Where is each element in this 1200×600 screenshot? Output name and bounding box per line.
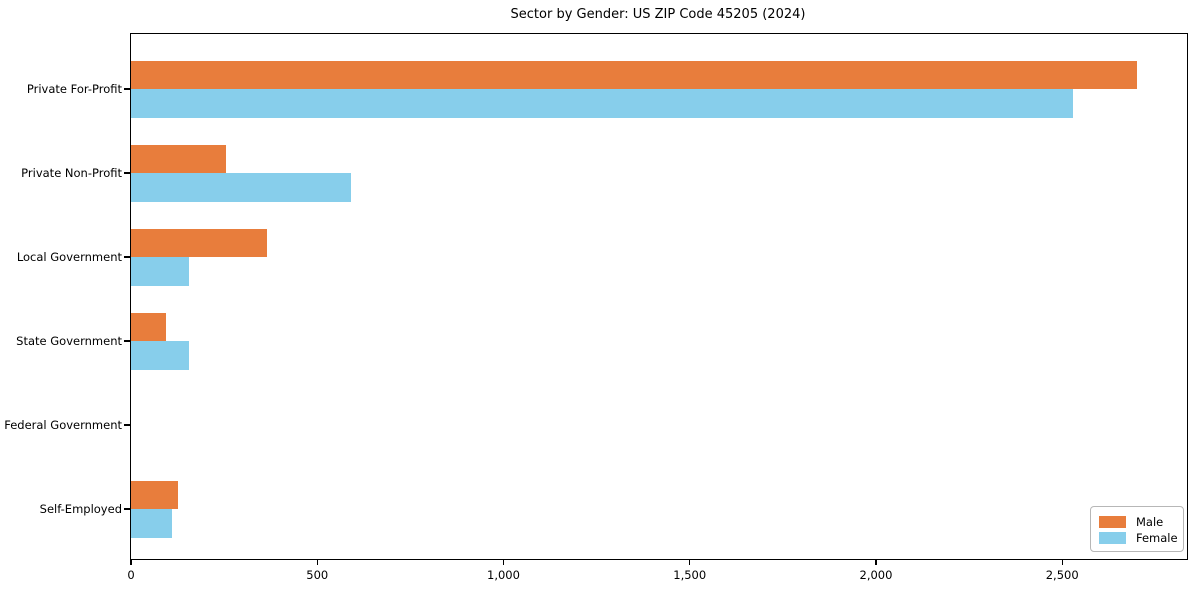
- legend-item-female: Female: [1099, 530, 1178, 546]
- x-tick-1500: [689, 560, 691, 565]
- category-label-private-for-profit: Private For-Profit: [26, 82, 122, 96]
- bar-female-self-employed: [131, 509, 172, 538]
- x-tick-2000: [875, 560, 877, 565]
- y-tick-federal-government: [124, 424, 130, 426]
- chart-title: Sector by Gender: US ZIP Code 45205 (202…: [510, 7, 806, 22]
- bar-male-private-for-profit: [131, 60, 1137, 89]
- y-tick-state-government: [124, 340, 130, 342]
- category-label-federal-government: Federal Government: [4, 418, 122, 432]
- bar-female-private-for-profit: [131, 89, 1074, 118]
- x-tick-2500: [1061, 560, 1063, 565]
- legend-label-female: Female: [1136, 531, 1178, 545]
- bar-female-state-government: [131, 341, 189, 370]
- x-tick-label-2500: 2,500: [1045, 568, 1079, 582]
- y-tick-private-non-profit: [124, 172, 130, 174]
- y-tick-private-for-profit: [124, 88, 130, 90]
- legend-item-male: Male: [1099, 514, 1175, 530]
- x-tick-1000: [502, 560, 505, 565]
- x-tick-label-1000: 1,000: [487, 568, 520, 582]
- x-tick-500: [316, 560, 318, 565]
- category-label-self-employed: Self-Employed: [39, 502, 122, 516]
- y-tick-self-employed: [124, 508, 130, 510]
- bar-male-state-government: [131, 312, 167, 341]
- bar-male-self-employed: [131, 480, 178, 509]
- category-label-local-government: Local Government: [16, 250, 122, 264]
- category-label-private-non-profit: Private Non-Profit: [21, 166, 122, 180]
- bar-male-local-government: [131, 228, 267, 257]
- x-tick-label-1500: 1,500: [673, 568, 707, 582]
- bar-male-private-non-profit: [131, 144, 226, 173]
- category-label-state-government: State Government: [16, 334, 122, 348]
- x-tick-label-0: 0: [127, 568, 135, 582]
- legend: Male Female: [1090, 506, 1184, 552]
- bar-female-private-non-profit: [131, 173, 351, 202]
- x-tick-0: [130, 560, 132, 565]
- plot-area: Private For-Profit Private Non-Profit Loca…: [4, 33, 1188, 582]
- legend-swatch-male: [1099, 516, 1126, 528]
- y-tick-local-government: [124, 256, 130, 258]
- legend-label-male: Male: [1136, 515, 1164, 529]
- x-tick-label-2000: 2,000: [859, 568, 893, 582]
- legend-swatch-female: [1099, 532, 1126, 544]
- x-tick-label-500: 500: [306, 568, 329, 582]
- bar-female-local-government: [131, 257, 189, 286]
